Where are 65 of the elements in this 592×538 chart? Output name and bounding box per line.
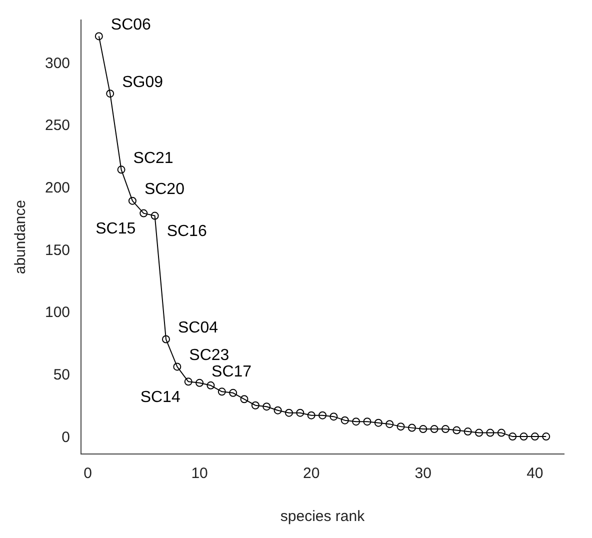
y-tick-label: 300 bbox=[44, 54, 70, 72]
point bbox=[140, 209, 148, 218]
point bbox=[363, 418, 372, 426]
y-tick-label: 50 bbox=[53, 366, 70, 384]
point bbox=[94, 32, 103, 40]
x-tick-label: 0 bbox=[84, 465, 92, 482]
point bbox=[430, 425, 438, 434]
point bbox=[497, 428, 506, 437]
x-tick-label: 40 bbox=[526, 465, 544, 482]
y-tick-label: 0 bbox=[62, 428, 70, 446]
point bbox=[408, 424, 416, 432]
point bbox=[284, 408, 293, 417]
point bbox=[419, 425, 428, 434]
point bbox=[441, 425, 450, 434]
point bbox=[106, 90, 114, 98]
point bbox=[296, 408, 304, 417]
point bbox=[330, 412, 338, 421]
point bbox=[352, 418, 360, 426]
point bbox=[240, 395, 248, 404]
point bbox=[396, 422, 405, 431]
point bbox=[307, 411, 316, 420]
point bbox=[184, 378, 192, 386]
point bbox=[229, 388, 238, 397]
point bbox=[530, 432, 539, 441]
annotation: SC21 bbox=[133, 150, 174, 168]
y-tick-label: 150 bbox=[44, 242, 70, 259]
point bbox=[128, 196, 136, 205]
y-tick-label: 250 bbox=[44, 117, 70, 134]
annotation: SG09 bbox=[122, 74, 164, 91]
annotation: SC15 bbox=[96, 220, 136, 238]
point bbox=[251, 401, 260, 410]
y-tick-label: 200 bbox=[44, 180, 70, 197]
point bbox=[386, 420, 394, 428]
point bbox=[206, 381, 215, 390]
annotation: SC20 bbox=[144, 181, 185, 198]
point bbox=[452, 426, 461, 434]
x-tick-label: 30 bbox=[414, 465, 432, 482]
point bbox=[274, 406, 282, 414]
point bbox=[318, 411, 327, 420]
annotation: SC06 bbox=[110, 16, 152, 34]
point bbox=[150, 212, 159, 220]
annotation: SC14 bbox=[140, 389, 180, 406]
annotation: SC04 bbox=[178, 320, 218, 337]
point bbox=[173, 362, 182, 371]
point bbox=[262, 402, 271, 411]
point bbox=[374, 418, 382, 427]
point bbox=[196, 378, 204, 387]
point bbox=[117, 166, 126, 174]
y-tick-label: 100 bbox=[44, 304, 70, 322]
point bbox=[508, 432, 517, 441]
point bbox=[162, 335, 170, 344]
point bbox=[218, 388, 226, 396]
point bbox=[340, 416, 349, 424]
y-axis-title: abundance bbox=[12, 200, 30, 274]
point bbox=[464, 428, 472, 436]
point bbox=[486, 428, 494, 437]
point bbox=[475, 428, 484, 437]
point bbox=[542, 432, 550, 441]
x-axis-title: species rank bbox=[280, 508, 366, 526]
point bbox=[520, 432, 528, 441]
x-tick-label: 10 bbox=[191, 465, 208, 482]
annotation: SC16 bbox=[166, 223, 207, 240]
annotation: SC17 bbox=[212, 363, 252, 380]
x-tick-label: 20 bbox=[302, 465, 320, 482]
annotation: SC23 bbox=[189, 347, 230, 364]
